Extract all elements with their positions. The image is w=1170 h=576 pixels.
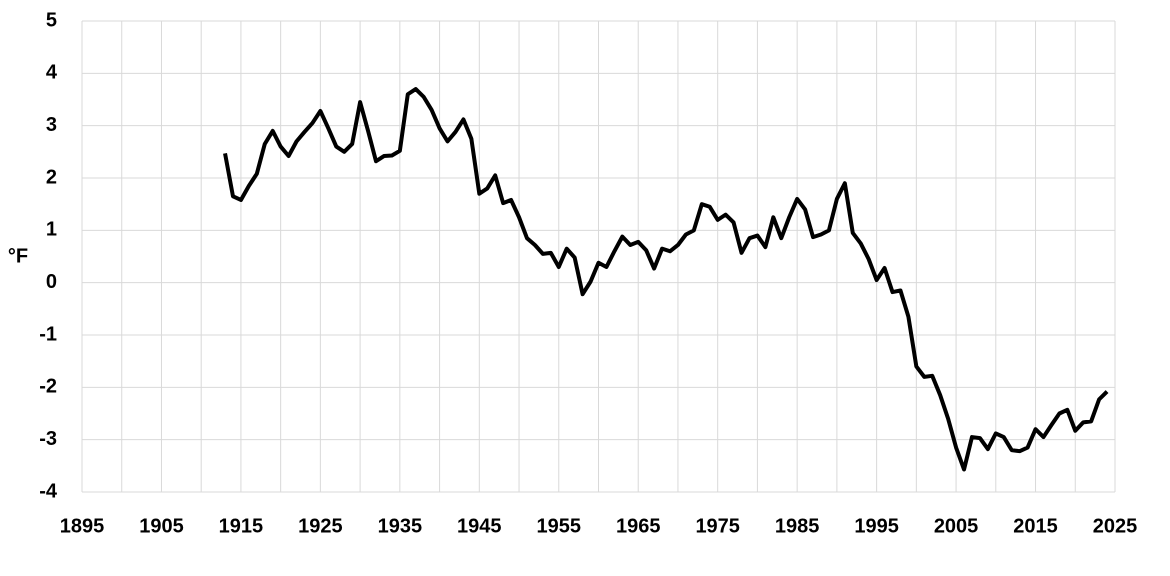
x-tick-label: 1935	[378, 515, 423, 537]
data-line	[223, 87, 1109, 472]
y-axis-label: °F	[8, 245, 28, 267]
x-tick-label: 1975	[695, 515, 740, 537]
x-tick-label: 1895	[60, 515, 105, 537]
x-tick-label: 2025	[1093, 515, 1138, 537]
x-tick-label: 1905	[139, 515, 184, 537]
y-tick-label: 4	[46, 62, 58, 84]
x-tick-label: 1915	[219, 515, 264, 537]
x-tick-label: 1985	[775, 515, 820, 537]
y-tick-label: 1	[46, 219, 57, 241]
y-tick-label: 2	[46, 166, 57, 188]
y-tick-label: 5	[46, 9, 57, 31]
y-tick-label: -2	[39, 376, 57, 398]
y-tick-label: 3	[46, 114, 57, 136]
x-tick-label: 2015	[1013, 515, 1058, 537]
x-tick-label: 1995	[854, 515, 899, 537]
x-tick-label: 2005	[934, 515, 979, 537]
x-tick-label: 1925	[298, 515, 343, 537]
y-tick-label: -3	[39, 428, 57, 450]
x-tick-label: 1955	[537, 515, 582, 537]
y-tick-label: 0	[46, 271, 57, 293]
y-tick-label: -4	[39, 480, 58, 502]
x-tick-label: 1965	[616, 515, 661, 537]
x-tick-label: 1945	[457, 515, 502, 537]
y-tick-label: -1	[39, 323, 57, 345]
